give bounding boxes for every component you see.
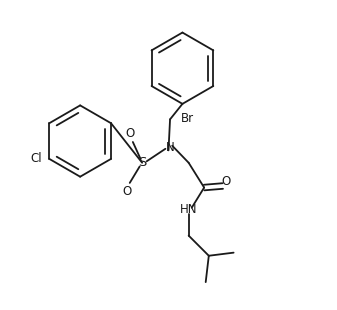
Text: Br: Br xyxy=(181,112,194,125)
Text: O: O xyxy=(122,185,131,198)
Text: HN: HN xyxy=(180,203,197,216)
Text: O: O xyxy=(221,175,231,188)
Text: O: O xyxy=(126,127,135,140)
Text: Cl: Cl xyxy=(30,153,41,165)
Text: N: N xyxy=(166,141,175,154)
Text: S: S xyxy=(139,156,147,169)
